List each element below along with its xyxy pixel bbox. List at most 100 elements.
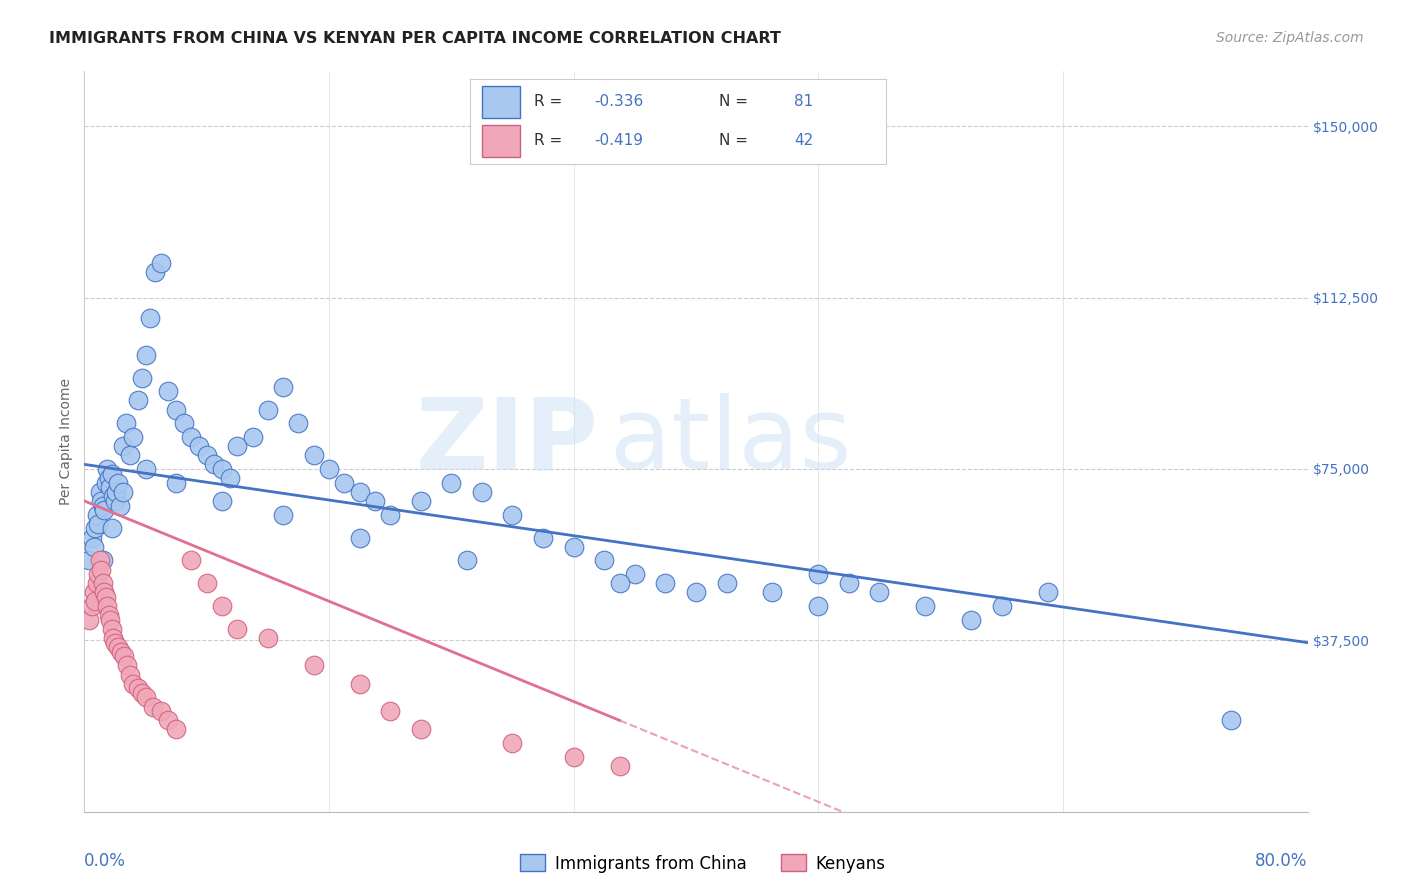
Point bbox=[104, 494, 127, 508]
Point bbox=[93, 503, 115, 517]
Point bbox=[107, 475, 129, 490]
Point bbox=[149, 256, 172, 270]
Point bbox=[110, 645, 132, 659]
Point bbox=[87, 516, 110, 531]
Point bbox=[101, 467, 124, 481]
Point bbox=[108, 499, 131, 513]
Point bbox=[89, 484, 111, 499]
Point bbox=[86, 508, 108, 522]
Point bbox=[364, 494, 387, 508]
Point bbox=[101, 622, 124, 636]
Text: 80.0%: 80.0% bbox=[1256, 853, 1308, 871]
Point bbox=[242, 430, 264, 444]
Point bbox=[380, 508, 402, 522]
Point bbox=[211, 494, 233, 508]
Y-axis label: Per Capita Income: Per Capita Income bbox=[59, 378, 73, 505]
Point bbox=[287, 417, 309, 431]
Point bbox=[838, 576, 860, 591]
Point bbox=[271, 508, 294, 522]
Point bbox=[80, 531, 103, 545]
Point bbox=[211, 599, 233, 613]
Point bbox=[624, 567, 647, 582]
Point bbox=[90, 562, 112, 576]
Point bbox=[257, 402, 280, 417]
Point bbox=[114, 417, 136, 431]
Point bbox=[105, 484, 128, 499]
Point bbox=[593, 553, 616, 567]
Point bbox=[991, 599, 1014, 613]
Point bbox=[127, 681, 149, 696]
Point bbox=[115, 658, 138, 673]
Point bbox=[173, 417, 195, 431]
Point bbox=[94, 475, 117, 490]
Point bbox=[471, 484, 494, 499]
Point bbox=[120, 448, 142, 462]
Point bbox=[84, 594, 107, 608]
Point bbox=[131, 686, 153, 700]
Point bbox=[318, 462, 340, 476]
Point bbox=[226, 439, 249, 453]
Point bbox=[456, 553, 478, 567]
Point bbox=[654, 576, 676, 591]
Point bbox=[180, 430, 202, 444]
Point bbox=[101, 521, 124, 535]
Point bbox=[122, 430, 145, 444]
Point bbox=[195, 576, 218, 591]
Point bbox=[89, 553, 111, 567]
Point bbox=[93, 585, 115, 599]
Point bbox=[135, 348, 157, 362]
Point bbox=[103, 489, 125, 503]
Point bbox=[135, 462, 157, 476]
Point bbox=[562, 540, 585, 554]
Point bbox=[202, 458, 225, 472]
Text: Source: ZipAtlas.com: Source: ZipAtlas.com bbox=[1216, 31, 1364, 45]
Point bbox=[226, 622, 249, 636]
Point bbox=[97, 471, 120, 485]
Point bbox=[807, 599, 830, 613]
Point bbox=[165, 723, 187, 737]
Point bbox=[96, 462, 118, 476]
Point bbox=[104, 635, 127, 649]
Point bbox=[180, 553, 202, 567]
Point bbox=[531, 531, 554, 545]
Point bbox=[111, 439, 134, 453]
Point bbox=[111, 484, 134, 499]
Text: ZIP: ZIP bbox=[415, 393, 598, 490]
Point bbox=[97, 608, 120, 623]
Point bbox=[716, 576, 738, 591]
Point bbox=[98, 613, 121, 627]
Point bbox=[349, 484, 371, 499]
Point bbox=[761, 585, 783, 599]
Text: IMMIGRANTS FROM CHINA VS KENYAN PER CAPITA INCOME CORRELATION CHART: IMMIGRANTS FROM CHINA VS KENYAN PER CAPI… bbox=[49, 31, 782, 46]
Text: atlas: atlas bbox=[610, 393, 852, 490]
Point bbox=[91, 576, 114, 591]
Point bbox=[77, 553, 100, 567]
Point bbox=[562, 750, 585, 764]
Point bbox=[609, 759, 631, 773]
Point bbox=[157, 714, 180, 728]
Point bbox=[142, 699, 165, 714]
Point bbox=[349, 531, 371, 545]
Point bbox=[103, 631, 125, 645]
Point bbox=[77, 613, 100, 627]
Point bbox=[143, 265, 166, 279]
Point bbox=[302, 658, 325, 673]
Point bbox=[807, 567, 830, 582]
Point bbox=[440, 475, 463, 490]
Point bbox=[107, 640, 129, 655]
Point bbox=[127, 393, 149, 408]
Point bbox=[157, 384, 180, 399]
Point bbox=[195, 448, 218, 462]
Point bbox=[960, 613, 983, 627]
Point bbox=[83, 540, 105, 554]
Point bbox=[149, 704, 172, 718]
Point bbox=[165, 402, 187, 417]
Point bbox=[1036, 585, 1059, 599]
Point bbox=[302, 448, 325, 462]
Point bbox=[211, 462, 233, 476]
Point bbox=[131, 370, 153, 384]
Point bbox=[83, 585, 105, 599]
Point bbox=[1220, 714, 1243, 728]
Point bbox=[502, 508, 524, 522]
Point bbox=[135, 690, 157, 705]
